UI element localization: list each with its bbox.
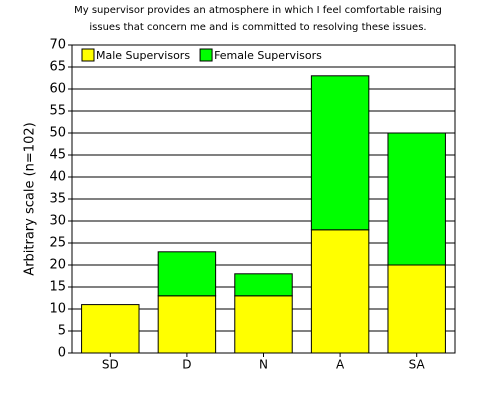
y-axis-label: Arbitrary scale (n=102) [23,122,38,275]
bar-segment [310,75,370,231]
x-tick-label: SA [409,358,426,372]
x-tick-label: D [182,358,191,372]
bar-segment [387,132,446,266]
y-tick-label: 25 [49,236,66,251]
y-tick-label: 0 [58,346,66,361]
y-tick-label: 60 [49,82,66,97]
bar-segment [310,229,370,354]
bar-segment [234,295,293,354]
bar-segment [157,295,217,354]
y-tick-label: 65 [49,60,66,75]
y-tick-label: 40 [49,170,66,185]
x-tick-label: A [336,358,345,372]
y-tick-label: 50 [49,126,66,141]
legend-swatch [81,48,95,62]
legend-label: Female Supervisors [214,49,322,62]
y-tick-label: 45 [49,148,66,163]
y-tick-label: 70 [49,38,66,53]
y-tick-label: 35 [49,192,66,207]
y-tick-label: 20 [49,258,66,273]
legend-label: Male Supervisors [96,49,190,62]
legend-swatch [199,48,213,62]
chart-title: My supervisor provides an atmosphere in … [74,5,442,16]
bar-segment [81,304,140,354]
y-tick-label: 10 [49,302,66,317]
y-tick-label: 55 [49,104,66,119]
bar-segment [157,251,217,297]
bar-segment [387,264,446,354]
y-tick-label: 5 [58,324,66,339]
plot-frame [71,44,456,354]
y-tick-label: 15 [49,280,66,295]
x-tick-label: SD [102,358,119,372]
chart-title: issues that concern me and is committed … [89,22,426,33]
x-tick-label: N [259,358,268,372]
y-tick-label: 30 [49,214,66,229]
bar-segment [234,273,293,297]
